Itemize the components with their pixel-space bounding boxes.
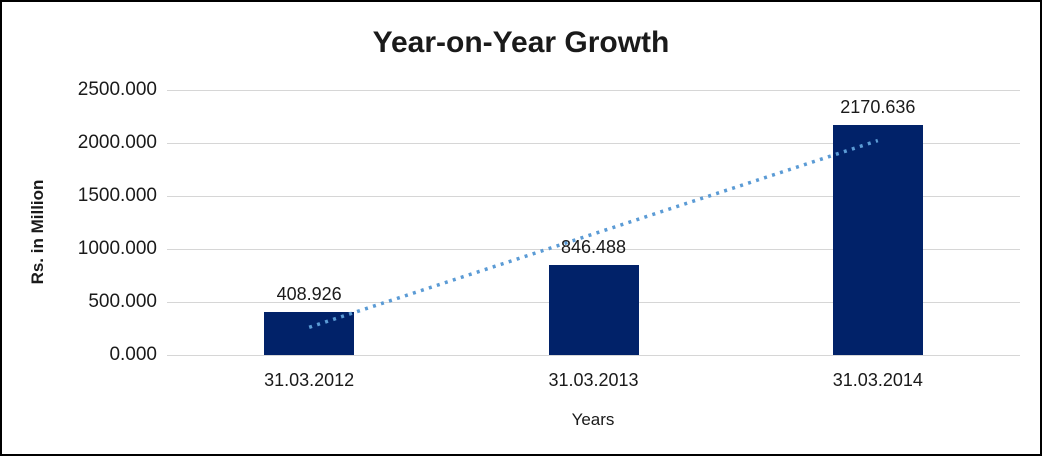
trendline-path <box>308 138 879 329</box>
y-tick-label: 1500.000 <box>77 185 157 206</box>
x-tick-label: 31.03.2014 <box>832 370 923 390</box>
x-tick-label: 31.03.2012 <box>264 370 355 390</box>
bar-value-label: 846.488 <box>560 237 627 258</box>
gridline <box>167 248 1020 250</box>
y-tick-label: 2500.000 <box>77 79 157 100</box>
gridline <box>167 89 1020 91</box>
gridline <box>167 142 1020 144</box>
bar-value-label: 2170.636 <box>840 96 916 117</box>
x-tick-label: 31.03.2013 <box>548 370 639 390</box>
chart-title: Year-on-Year Growth <box>372 26 670 59</box>
y-tick-label: 500.000 <box>88 291 157 312</box>
y-tick-label: 2000.000 <box>77 132 157 153</box>
bar-31.03.2013 <box>548 265 639 355</box>
y-tick-label: 0.000 <box>109 344 157 365</box>
bar-31.03.2014 <box>832 124 923 355</box>
gridline <box>167 354 1020 356</box>
bar-value-label: 408.926 <box>276 283 342 304</box>
y-tick-label: 1000.000 <box>77 238 157 259</box>
bar-31.03.2012 <box>264 311 355 355</box>
x-axis-title: Years <box>571 410 615 429</box>
trendline <box>308 138 879 329</box>
plot-area: 408.926 846.488 2170.636 <box>167 89 1020 356</box>
gridline <box>167 195 1020 197</box>
